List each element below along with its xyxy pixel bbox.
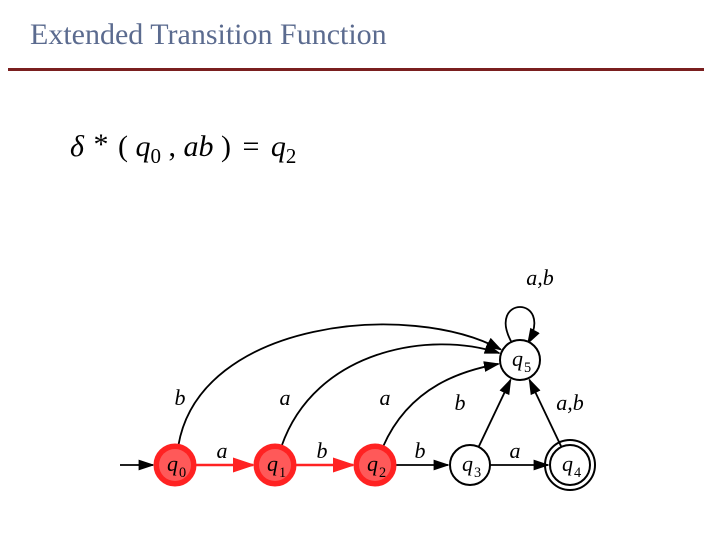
svg-text:b: b — [455, 390, 466, 415]
svg-text:1: 1 — [279, 465, 286, 481]
ab: ab — [183, 130, 213, 163]
svg-text:2: 2 — [379, 465, 386, 481]
state-q1: q1 — [255, 445, 295, 485]
title-underline — [8, 68, 704, 71]
svg-text:a: a — [380, 385, 391, 410]
automaton-diagram: abbabaaba,ba,bq0q1q2q3q4q5 — [60, 230, 660, 510]
svg-text:0: 0 — [179, 465, 186, 481]
comma: , — [168, 130, 176, 163]
state-q4: q4 — [545, 440, 595, 490]
svg-text:b: b — [317, 438, 328, 463]
svg-text:q: q — [462, 451, 473, 476]
q2-sub: 2 — [286, 144, 297, 168]
state-q0: q0 — [155, 445, 195, 485]
svg-text:q: q — [167, 451, 178, 476]
star: * — [93, 128, 108, 161]
page-title: Extended Transition Function — [30, 18, 387, 52]
svg-text:a: a — [510, 438, 521, 463]
svg-text:3: 3 — [474, 465, 481, 481]
svg-text:4: 4 — [574, 465, 581, 481]
svg-text:q: q — [367, 451, 378, 476]
svg-text:a: a — [217, 438, 228, 463]
lparen: ( — [118, 130, 128, 163]
rparen: ) — [221, 130, 231, 163]
state-q3: q3 — [450, 445, 490, 485]
q0-sub: 0 — [150, 144, 161, 168]
delta: δ — [70, 130, 84, 163]
svg-text:q: q — [512, 346, 523, 371]
svg-text:q: q — [267, 451, 278, 476]
eq: = — [242, 130, 259, 163]
q0: q — [135, 130, 150, 163]
formula: δ * ( q0 , ab ) = q2 — [70, 130, 296, 169]
state-q5: q5 — [500, 340, 540, 380]
svg-text:a: a — [280, 385, 291, 410]
state-q2: q2 — [355, 445, 395, 485]
svg-text:a,b: a,b — [556, 390, 584, 415]
svg-text:b: b — [415, 438, 426, 463]
q2: q — [271, 130, 286, 163]
svg-text:b: b — [175, 385, 186, 410]
svg-text:5: 5 — [524, 360, 531, 376]
svg-text:q: q — [562, 451, 573, 476]
svg-text:a,b: a,b — [526, 265, 554, 290]
